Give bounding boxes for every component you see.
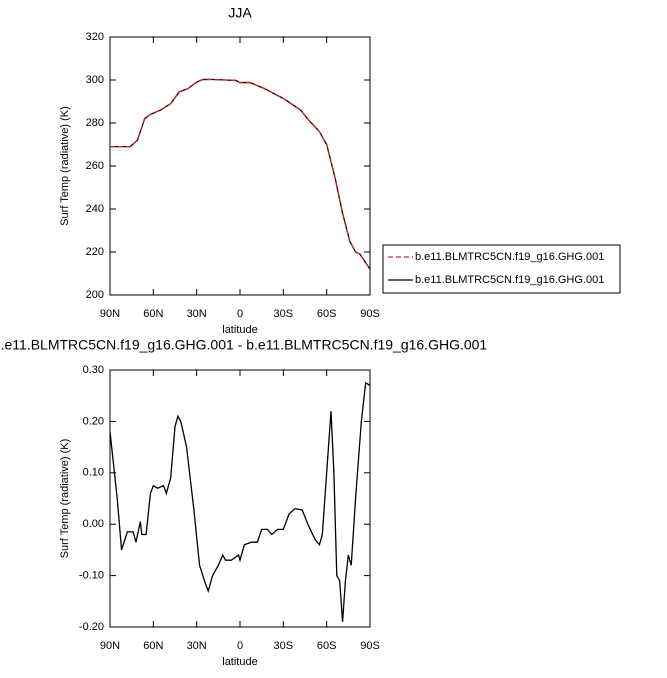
x-tick-label: 90S bbox=[360, 640, 380, 652]
data-line bbox=[109, 381, 371, 622]
data-line bbox=[110, 78, 371, 270]
chart-title: JJA bbox=[228, 5, 252, 21]
x-tick-label: 30S bbox=[274, 640, 294, 652]
x-tick-label: 60N bbox=[143, 308, 163, 320]
plot-frame bbox=[109, 36, 371, 296]
y-tick-label: 320 bbox=[86, 31, 104, 43]
x-tick-label: 30S bbox=[274, 308, 294, 320]
x-tick-label: 60S bbox=[317, 308, 337, 320]
y-tick-label: 0.30 bbox=[83, 364, 104, 376]
y-tick-label: 280 bbox=[86, 117, 104, 129]
y-tick-label: -0.10 bbox=[79, 570, 104, 582]
y-tick-label: 0.00 bbox=[83, 518, 104, 530]
x-tick-label: 30N bbox=[187, 308, 207, 320]
x-tick-label: 90N bbox=[100, 640, 120, 652]
x-axis-label: latitude bbox=[222, 656, 257, 668]
y-tick-label: -0.20 bbox=[79, 621, 104, 633]
y-tick-label: 240 bbox=[86, 203, 104, 215]
x-tick-label: 90N bbox=[100, 308, 120, 320]
chart-title: b.e11.BLMTRC5CN.f19_g16.GHG.001 - b.e11.… bbox=[0, 337, 487, 353]
y-axis-label: Surf Temp (radiative) (K) bbox=[59, 439, 71, 559]
x-tick-label: 90S bbox=[360, 308, 380, 320]
legend-box bbox=[382, 244, 621, 294]
y-tick-label: 220 bbox=[86, 246, 104, 258]
y-tick-label: 300 bbox=[86, 74, 104, 86]
y-tick-label: 0.10 bbox=[83, 467, 104, 479]
legend-label: b.e11.BLMTRC5CN.f19_g16.GHG.001 bbox=[415, 274, 604, 286]
x-tick-label: 0 bbox=[237, 640, 243, 652]
x-axis-label: latitude bbox=[222, 324, 257, 336]
x-tick-label: 30N bbox=[187, 640, 207, 652]
y-tick-label: 0.20 bbox=[83, 415, 104, 427]
x-tick-label: 60S bbox=[317, 640, 337, 652]
data-line bbox=[110, 78, 371, 270]
legend-label: b.e11.BLMTRC5CN.f19_g16.GHG.001 bbox=[415, 251, 604, 263]
x-tick-label: 0 bbox=[237, 308, 243, 320]
y-tick-label: 260 bbox=[86, 160, 104, 172]
y-tick-label: 200 bbox=[86, 289, 104, 301]
plot-frame bbox=[109, 369, 371, 628]
y-axis-label: Surf Temp (radiative) (K) bbox=[59, 106, 71, 226]
x-tick-label: 60N bbox=[143, 640, 163, 652]
